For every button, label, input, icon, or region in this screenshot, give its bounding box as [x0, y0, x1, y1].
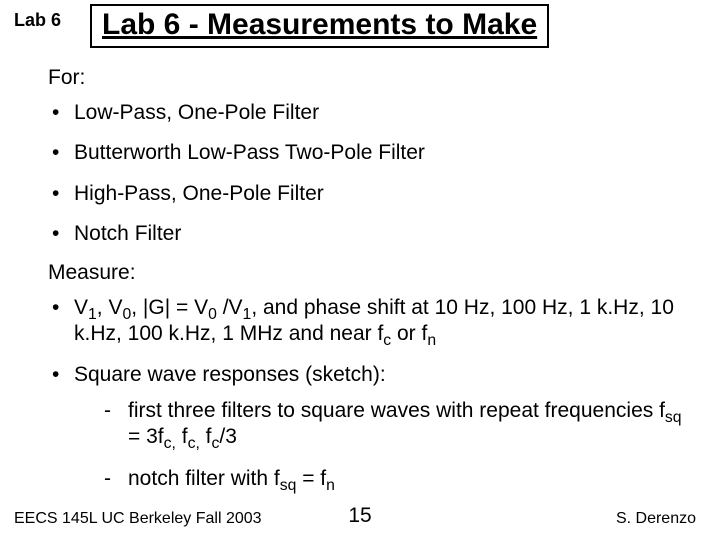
footer-right: S. Derenzo	[616, 510, 696, 528]
list-item: Square wave responses (sketch): first th…	[48, 362, 690, 493]
list-item: first three filters to square waves with…	[74, 398, 690, 451]
subscript: c	[383, 332, 391, 349]
section-measure-label: Measure:	[48, 261, 690, 285]
text: f	[200, 425, 212, 448]
text: Square wave responses (sketch):	[74, 363, 386, 386]
subscript: n	[326, 477, 335, 494]
subscript: 1	[243, 306, 252, 323]
list-item: Low-Pass, One-Pole Filter	[48, 100, 690, 126]
text: = 3f	[128, 425, 164, 448]
for-list: Low-Pass, One-Pole Filter Butterworth Lo…	[48, 100, 690, 247]
text: /V	[217, 296, 243, 319]
subscript: 0	[208, 306, 217, 323]
slide: Lab 6 Lab 6 - Measurements to Make For: …	[0, 0, 720, 540]
list-item: notch filter with fsq = fn	[74, 466, 690, 492]
section-for-label: For:	[48, 66, 690, 90]
slide-title: Lab 6 - Measurements to Make	[90, 4, 549, 48]
subscript: 0	[122, 306, 131, 323]
text: first three filters to square waves with…	[128, 399, 665, 422]
subscript: c,	[164, 435, 176, 452]
text: , |G| = V	[131, 296, 208, 319]
text: V	[74, 296, 88, 319]
text: = f	[296, 467, 326, 490]
list-item: Notch Filter	[48, 221, 690, 247]
content-area: For: Low-Pass, One-Pole Filter Butterwor…	[48, 62, 690, 509]
list-item: High-Pass, One-Pole Filter	[48, 181, 690, 207]
subscript: n	[427, 332, 436, 349]
list-item: V1, V0, |G| = V0 /V1, and phase shift at…	[48, 295, 690, 348]
subscript: sq	[280, 477, 297, 494]
list-item: Butterworth Low-Pass Two-Pole Filter	[48, 140, 690, 166]
corner-label: Lab 6	[14, 10, 61, 31]
page-number: 15	[0, 504, 720, 528]
subscript: c,	[188, 435, 200, 452]
dash-list: first three filters to square waves with…	[74, 398, 690, 493]
text: notch filter with f	[128, 467, 280, 490]
measure-list: V1, V0, |G| = V0 /V1, and phase shift at…	[48, 295, 690, 493]
text: or f	[391, 322, 427, 345]
subscript: 1	[88, 306, 97, 323]
text: , V	[97, 296, 123, 319]
text: f	[176, 425, 188, 448]
subscript: sq	[665, 409, 682, 426]
text: /3	[219, 425, 237, 448]
